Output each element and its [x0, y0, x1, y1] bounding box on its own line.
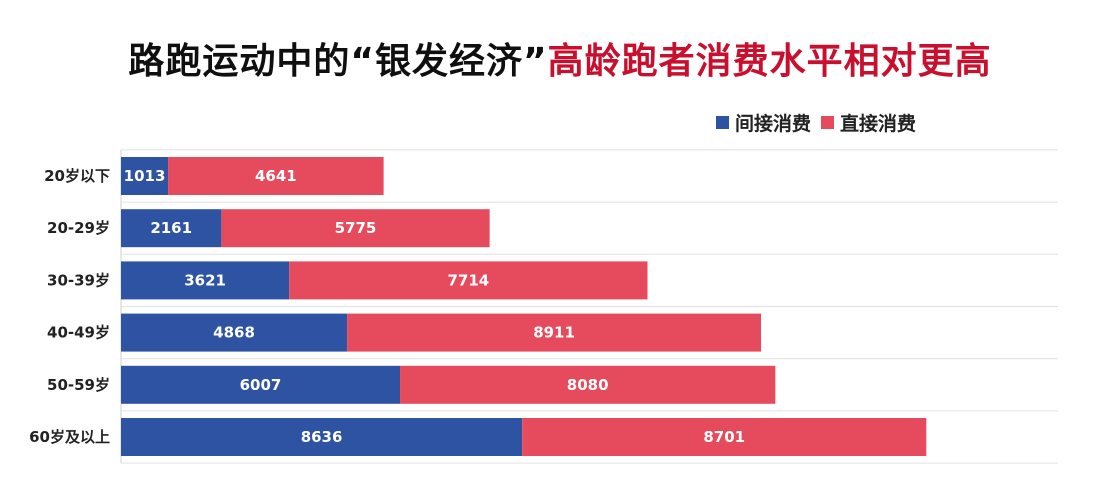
data-label-1-2: 7714 — [447, 271, 489, 289]
data-label-0-0: 1013 — [124, 167, 166, 185]
legend-item-1: 直接消费 — [821, 109, 916, 136]
data-label-0-1: 2161 — [150, 219, 192, 237]
category-label-5: 60岁及以上 — [29, 428, 110, 446]
category-label-1: 20-29岁 — [47, 219, 110, 237]
data-label-1-4: 8080 — [567, 376, 609, 394]
legend: 间接消费 直接消费 — [716, 108, 926, 136]
category-label-3: 40-49岁 — [47, 324, 110, 342]
bar-0-0 — [121, 157, 169, 195]
bar-0-5 — [121, 418, 523, 456]
chart-title-main: 路跑运动中的“银发经济” — [128, 41, 548, 82]
legend-swatch-0 — [716, 115, 729, 129]
data-label-0-4: 6007 — [240, 376, 282, 394]
bar-1-0 — [168, 157, 384, 195]
legend-label-1: 直接消费 — [840, 112, 917, 135]
bar-1-2 — [289, 261, 648, 300]
chart-title: 路跑运动中的“银发经济”高龄跑者消费水平相对更高 — [0, 36, 1120, 88]
category-label-2: 30-39岁 — [47, 271, 110, 289]
chart-title-highlight: 高龄跑者消费水平相对更高 — [547, 41, 992, 82]
bar-1-3 — [347, 313, 762, 352]
legend-label-0: 间接消费 — [735, 112, 812, 135]
bar-1-4 — [400, 365, 776, 404]
bar-0-4 — [121, 365, 401, 404]
bar-0-2 — [121, 261, 290, 300]
data-label-0-3: 4868 — [213, 324, 255, 342]
bar-0-3 — [121, 313, 348, 352]
data-label-1-1: 5775 — [335, 219, 377, 237]
data-label-0-5: 8636 — [301, 428, 343, 446]
data-label-1-3: 8911 — [533, 324, 575, 342]
legend-swatch-1 — [821, 115, 835, 129]
bar-0-1 — [121, 209, 222, 248]
data-label-1-0: 4641 — [255, 167, 297, 185]
bar-1-5 — [522, 418, 927, 456]
category-label-4: 50-59岁 — [47, 376, 110, 394]
category-label-0: 20岁以下 — [44, 167, 110, 185]
data-label-0-2: 3621 — [184, 271, 226, 289]
bar-1-1 — [221, 209, 490, 248]
legend-item-0: 间接消费 — [716, 109, 811, 136]
data-label-1-5: 8701 — [703, 428, 745, 446]
